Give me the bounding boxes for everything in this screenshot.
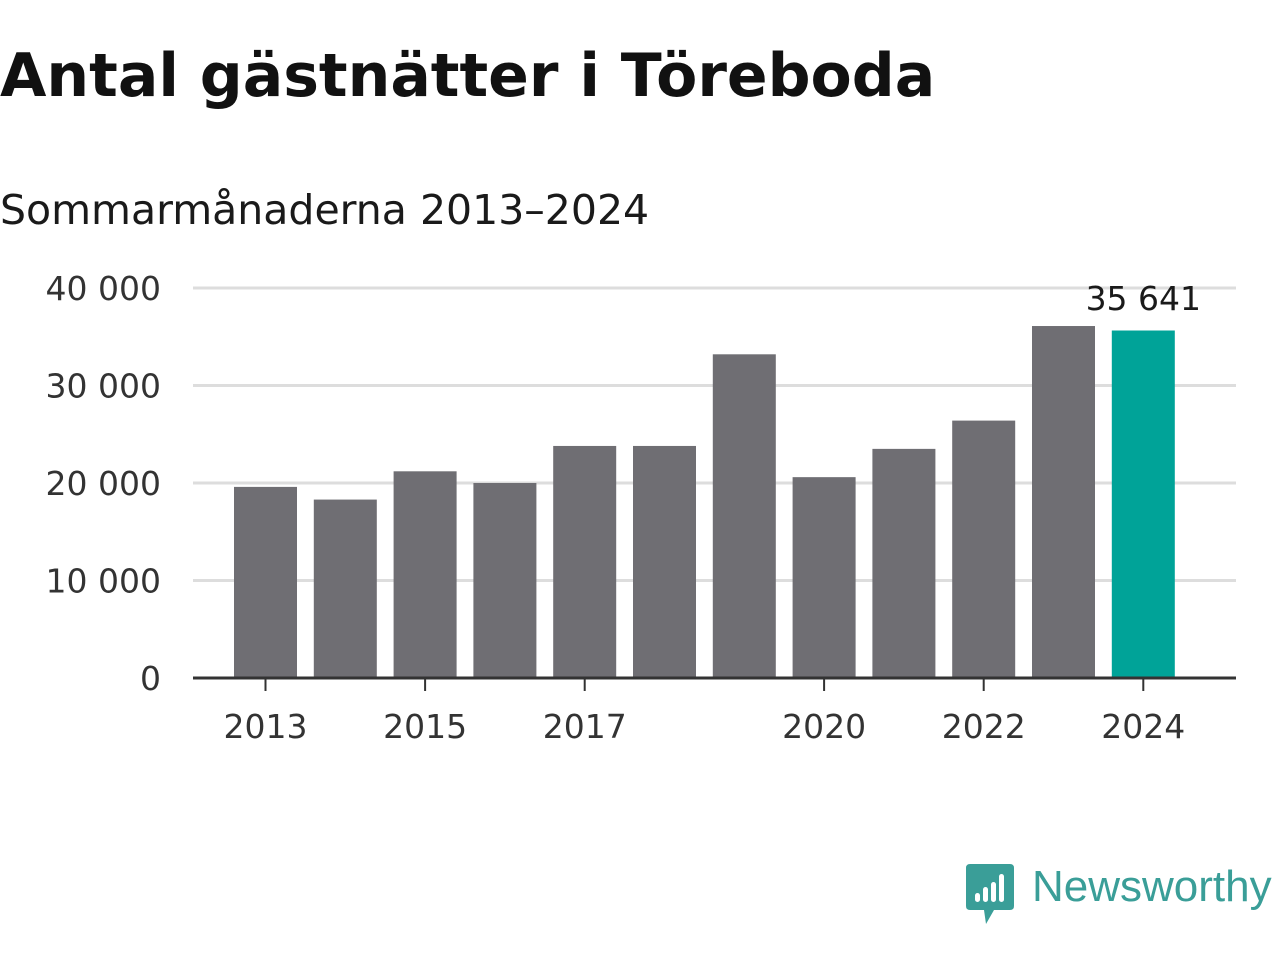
bar-2019 xyxy=(712,354,776,678)
bar-2016 xyxy=(473,483,537,678)
x-axis xyxy=(193,676,1236,691)
x-axis-tick-labels: 2013 2015 2017 2020 2022 2024 xyxy=(224,707,1186,746)
newsworthy-logo: Newsworthy xyxy=(964,862,1272,926)
value-labels: 35 641 xyxy=(1086,279,1201,318)
x-tick-label: 2013 xyxy=(224,707,308,746)
chart-subtitle: Sommarmånaderna 2013–2024 xyxy=(0,186,650,234)
y-tick-label: 40 000 xyxy=(46,269,161,308)
bar-2015 xyxy=(393,471,457,678)
x-tick-label: 2024 xyxy=(1101,707,1185,746)
x-tick-label: 2015 xyxy=(383,707,467,746)
bar-2018 xyxy=(633,445,696,678)
y-tick-label: 30 000 xyxy=(46,367,161,406)
bar-2022 xyxy=(952,420,1016,678)
newsworthy-logo-icon xyxy=(966,864,1014,924)
y-tick-label: 10 000 xyxy=(46,562,161,601)
bar-2014 xyxy=(313,499,377,678)
x-tick-label: 2017 xyxy=(543,707,627,746)
newsworthy-logo-text: Newsworthy xyxy=(1032,862,1272,911)
bar-2017 xyxy=(553,445,617,678)
value-label: 35 641 xyxy=(1086,279,1201,318)
chart-title: Antal gästnätter i Töreboda xyxy=(0,41,936,111)
y-tick-label: 0 xyxy=(140,659,161,698)
bar-2020 xyxy=(792,477,856,678)
y-axis-tick-labels: 0 10 000 20 000 30 000 40 000 xyxy=(46,269,161,698)
x-tick-label: 2022 xyxy=(942,707,1026,746)
bar-2013 xyxy=(234,486,297,678)
bar-2021 xyxy=(872,448,936,678)
bars xyxy=(234,326,1175,678)
bar-2023 xyxy=(1032,326,1095,678)
x-tick-label: 2020 xyxy=(782,707,866,746)
y-tick-label: 20 000 xyxy=(46,464,161,503)
bar-2024 xyxy=(1111,330,1175,678)
